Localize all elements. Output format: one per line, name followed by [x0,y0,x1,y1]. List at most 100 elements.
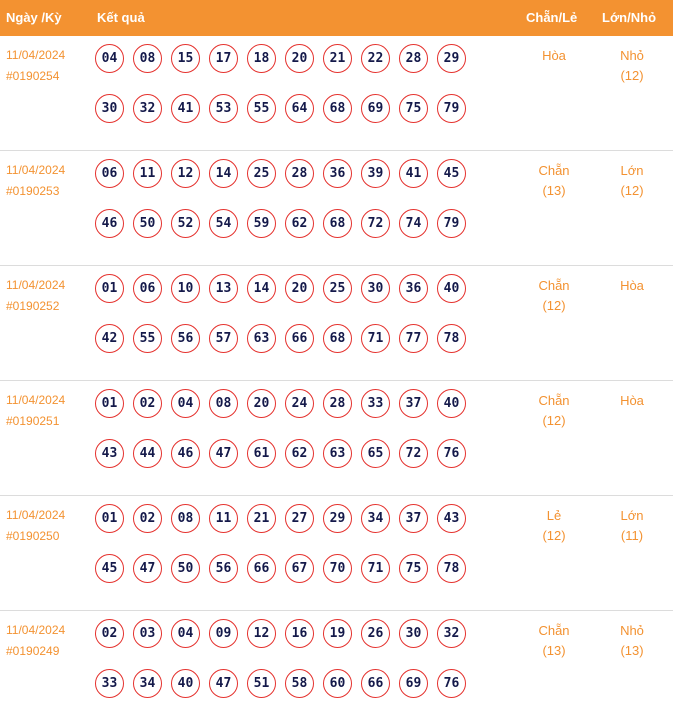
result-row: 11/04/2024 #0190251 01 02 04 08 20 24 28 33 37 40 43… [0,381,673,496]
big-small-cell: Hòa [603,276,661,296]
even-odd-count: (12) [542,413,566,428]
result-ball: 02 [95,619,124,648]
result-ball: 06 [133,274,162,303]
result-ball: 56 [209,554,238,583]
result-ball: 77 [399,324,428,353]
big-small-count: (12) [620,183,644,198]
result-ball: 71 [361,324,390,353]
even-odd-result: Lẻ [546,508,562,523]
result-ball: 32 [437,619,466,648]
big-small-result: Hòa [620,278,644,293]
result-ball: 08 [171,504,200,533]
result-ball: 26 [361,619,390,648]
result-ball: 30 [399,619,428,648]
result-ball: 44 [133,439,162,468]
result-row: 11/04/2024 #0190249 02 03 04 09 12 16 19 26 30 32 33… [0,611,673,726]
result-ball: 28 [323,389,352,418]
result-ball: 79 [437,209,466,238]
result-ball: 04 [171,619,200,648]
draw-number: #0190253 [6,184,60,198]
big-small-result: Nhỏ [620,48,644,63]
result-ball: 21 [323,44,352,73]
even-odd-cell: Chẵn (13) [523,161,585,201]
result-ball: 11 [209,504,238,533]
big-small-cell: Lớn (12) [603,161,661,201]
result-ball: 33 [95,669,124,698]
row-divider [0,610,673,611]
result-ball: 61 [247,439,276,468]
big-small-result: Lớn [620,508,644,523]
big-small-cell: Nhỏ (12) [603,46,661,86]
result-ball: 01 [95,389,124,418]
result-ball: 01 [95,274,124,303]
result-ball: 33 [361,389,390,418]
result-ball: 17 [209,44,238,73]
result-ball: 43 [95,439,124,468]
result-ball: 01 [95,504,124,533]
result-ball: 57 [209,324,238,353]
result-ball: 37 [399,504,428,533]
result-ball: 50 [171,554,200,583]
result-ball: 29 [437,44,466,73]
result-ball: 68 [323,94,352,123]
even-odd-column-header: Chẵn/Lẻ [526,10,578,25]
big-small-result: Nhỏ [620,623,644,638]
result-ball: 41 [399,159,428,188]
result-ball: 15 [171,44,200,73]
result-ball: 53 [209,94,238,123]
draw-number: #0190249 [6,644,60,658]
result-ball: 04 [171,389,200,418]
result-ball: 12 [247,619,276,648]
result-column-header: Kết quả [97,10,145,25]
row-divider [0,495,673,496]
draw-number: #0190250 [6,529,60,543]
result-ball: 67 [285,554,314,583]
result-ball: 14 [247,274,276,303]
even-odd-count: (12) [542,298,566,313]
result-ball: 60 [323,669,352,698]
result-ball: 40 [171,669,200,698]
row-divider [0,150,673,151]
result-ball: 75 [399,554,428,583]
result-ball: 78 [437,324,466,353]
result-ball: 20 [285,274,314,303]
even-odd-result: Chẵn [538,393,570,408]
result-ball: 40 [437,274,466,303]
result-ball: 62 [285,209,314,238]
result-row: 11/04/2024 #0190250 01 02 08 11 21 27 29 34 37 43 45… [0,496,673,611]
result-ball: 03 [133,619,162,648]
result-ball: 02 [133,389,162,418]
result-ball: 72 [399,439,428,468]
draw-date: 11/04/2024 [6,48,66,62]
result-ball: 08 [209,389,238,418]
even-odd-count: (13) [542,183,566,198]
draw-number: #0190254 [6,69,60,83]
even-odd-count: (13) [542,643,566,658]
results-table-header: Ngày /Kỳ Kết quả Chẵn/Lẻ Lớn/Nhỏ [0,0,673,36]
even-odd-cell: Chẵn (12) [523,391,585,431]
result-ball: 46 [95,209,124,238]
result-ball: 76 [437,439,466,468]
result-ball: 34 [133,669,162,698]
result-ball: 79 [437,94,466,123]
result-ball: 78 [437,554,466,583]
result-row: 11/04/2024 #0190254 04 08 15 17 18 20 21 22 28 29 30… [0,36,673,151]
result-ball: 65 [361,439,390,468]
result-ball: 34 [361,504,390,533]
draw-date: 11/04/2024 [6,163,66,177]
result-ball: 74 [399,209,428,238]
result-ball: 30 [95,94,124,123]
result-ball: 41 [171,94,200,123]
result-ball: 75 [399,94,428,123]
result-ball: 02 [133,504,162,533]
row-divider [0,380,673,381]
even-odd-result: Chẵn [538,163,570,178]
result-ball: 18 [247,44,276,73]
result-ball: 47 [133,554,162,583]
big-small-result: Lớn [620,163,644,178]
even-odd-cell: Lẻ (12) [523,506,585,546]
result-ball: 66 [361,669,390,698]
big-small-count: (13) [620,643,644,658]
even-odd-result: Hòa [542,48,566,63]
result-ball: 14 [209,159,238,188]
